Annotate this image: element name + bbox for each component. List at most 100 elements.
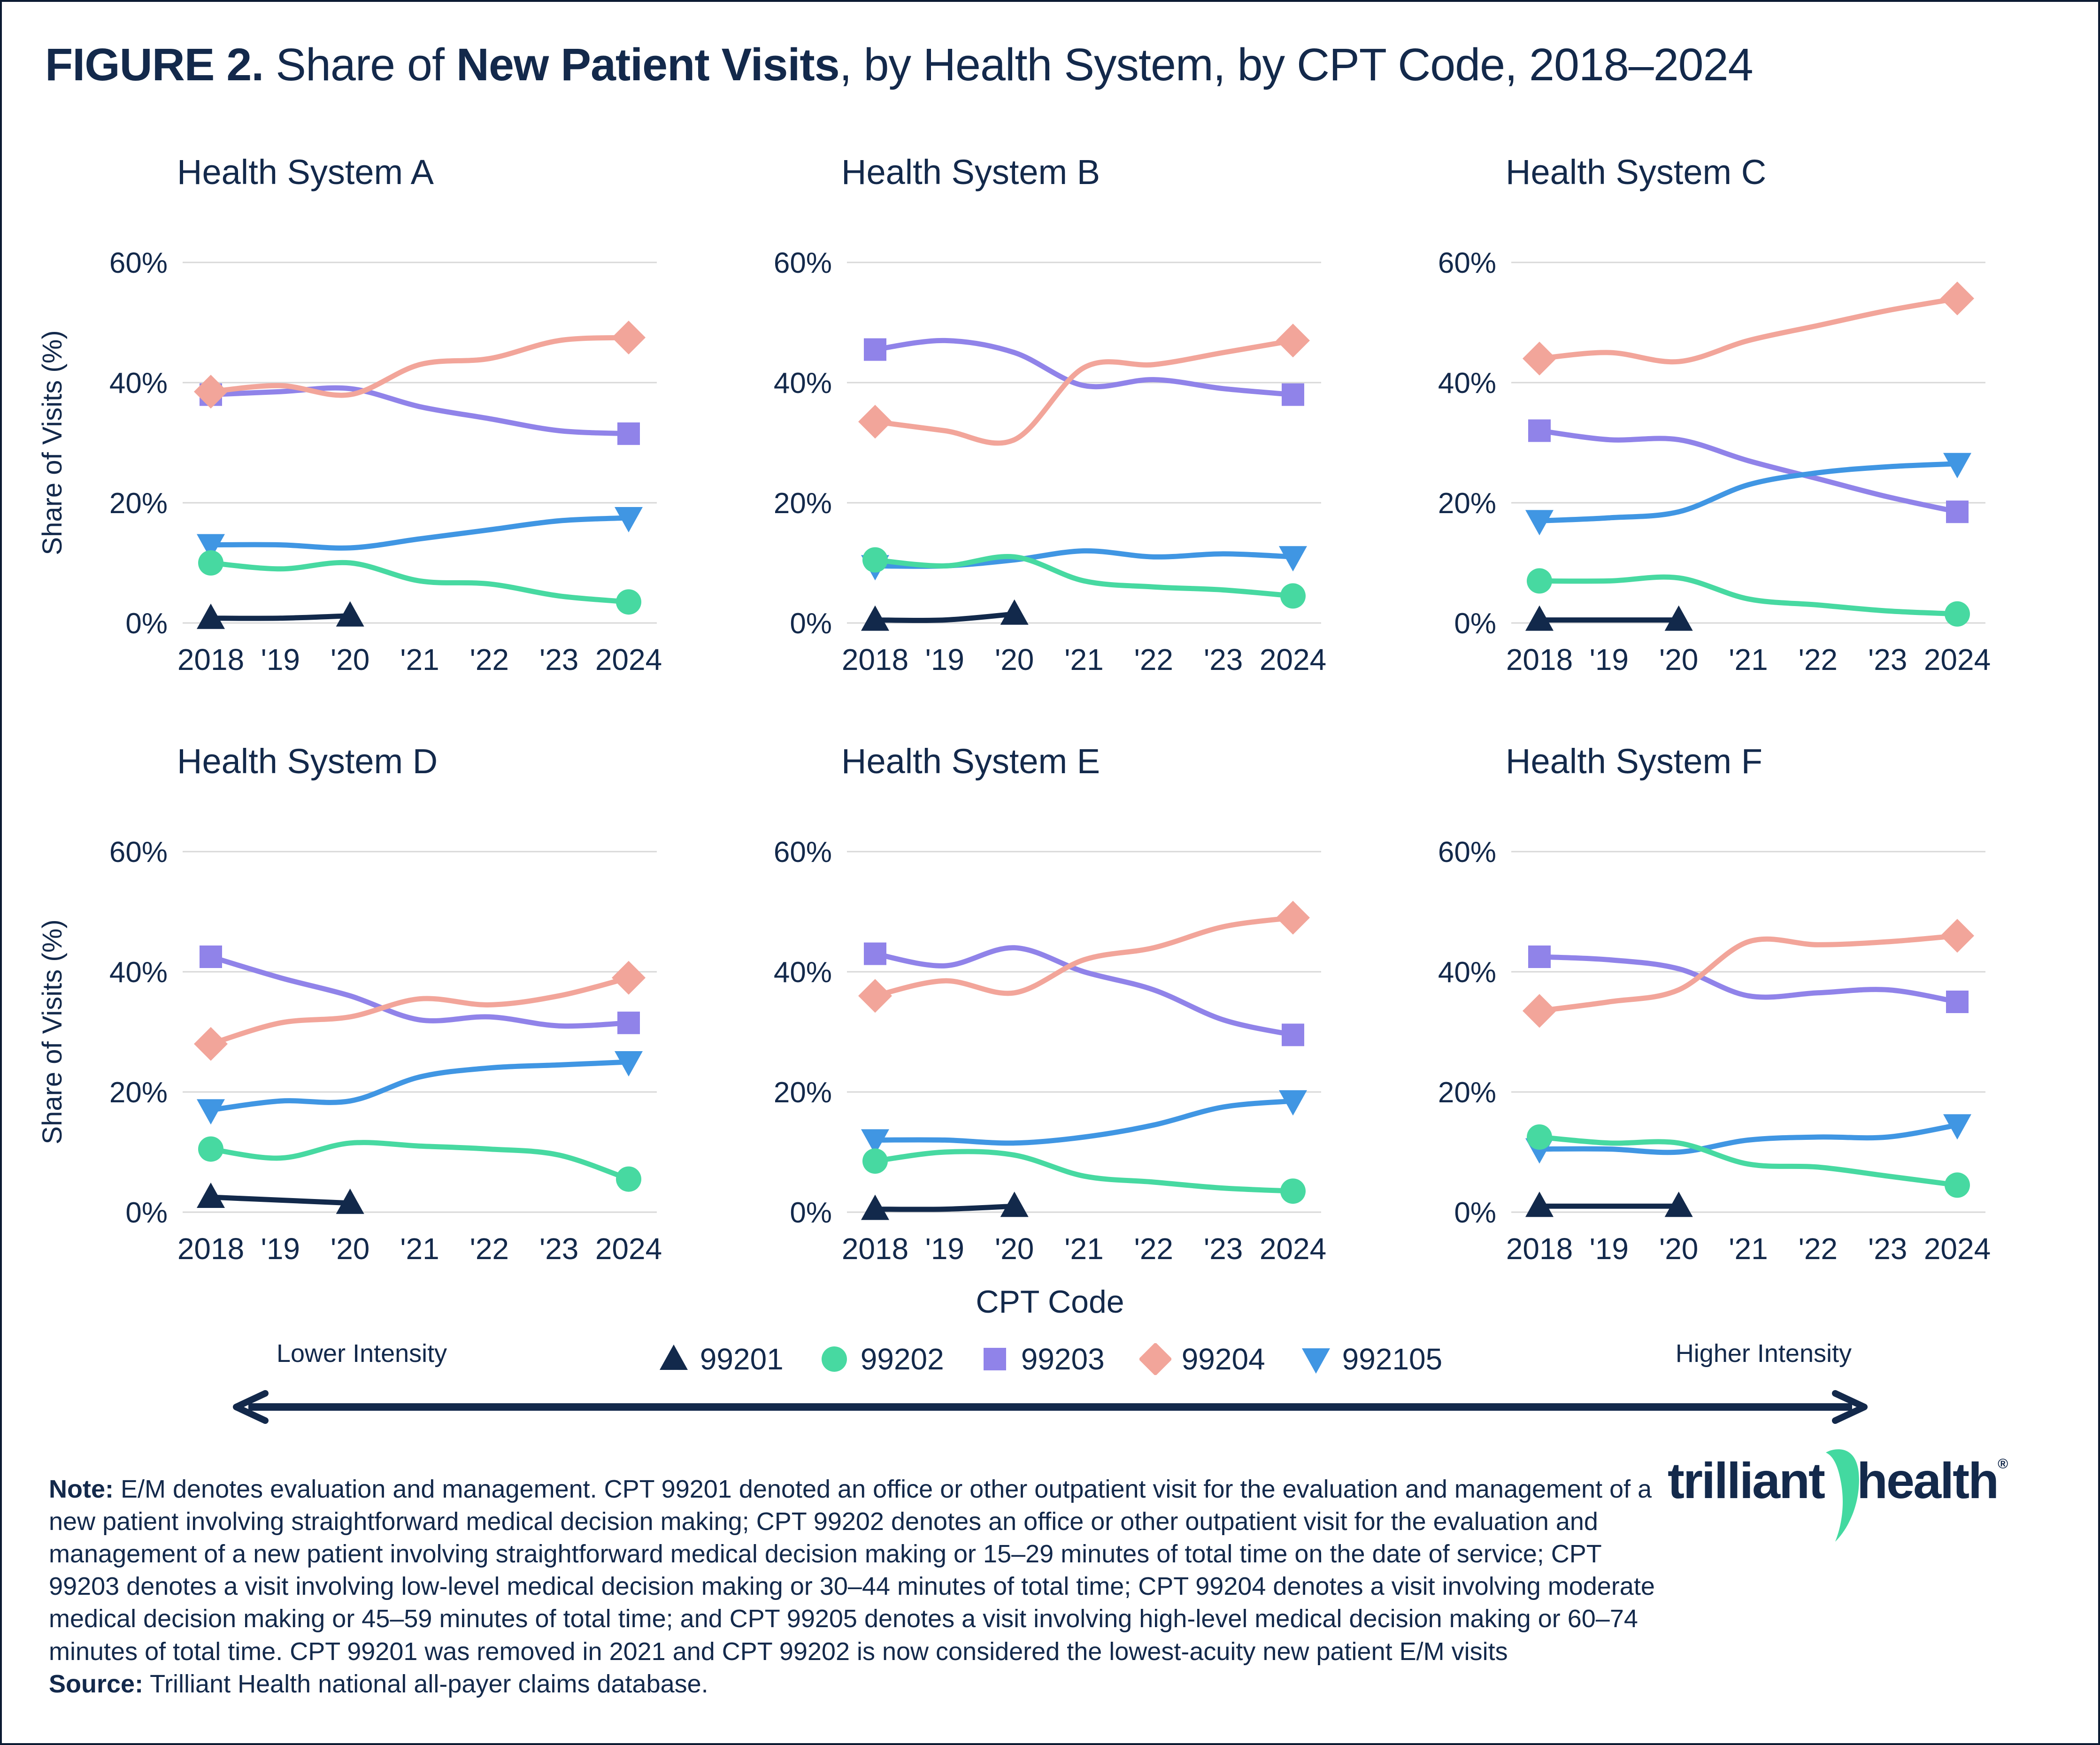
svg-text:0%: 0% [1454,607,1496,640]
logo-swoosh-icon [1826,1449,1859,1542]
svg-text:'23: '23 [1204,1232,1243,1266]
chart-title: Health System D [177,742,438,781]
svg-text:2018: 2018 [842,1232,908,1266]
svg-text:20%: 20% [774,487,832,520]
svg-text:'22: '22 [1799,1232,1838,1266]
svg-text:'22: '22 [1134,643,1173,676]
chart-health-system-c: Health System C 60% 40% 20% 0% 2018 '19 '20 '21… [1356,152,2021,690]
figure-title-part: , by Health System, by CPT Code, 2018–20… [839,39,1754,90]
svg-text:2018: 2018 [1506,643,1573,676]
svg-text:0%: 0% [790,1197,832,1229]
logo-text-trilliant: trilliant [1668,1452,1825,1509]
svg-text:'21: '21 [400,643,439,676]
svg-text:'22: '22 [1799,643,1838,676]
svg-text:'20: '20 [1659,1232,1698,1266]
svg-text:'23: '23 [539,643,578,676]
svg-text:40%: 40% [1438,956,1496,989]
charts-grid: Health System A 60% 40% 20% 0% 2018 '19 '20 '21… [28,152,2098,1279]
svg-text:2018: 2018 [1506,1232,1573,1266]
legend-marker-icon [659,1345,688,1370]
svg-text:'20: '20 [331,1232,369,1266]
line-chart: 60% 40% 20% 0% 2018 '19 '20 '21 '22 '23 2024 [1356,795,2021,1279]
legend-marker-icon [821,1346,847,1372]
svg-text:0%: 0% [125,1197,168,1229]
source-text: Trilliant Health national all-payer clai… [143,1669,708,1698]
svg-text:60%: 60% [109,836,168,869]
svg-text:2024: 2024 [1924,1232,1991,1266]
svg-text:40%: 40% [109,367,168,400]
legend-marker-icon [983,1348,1006,1370]
svg-text:'21: '21 [1729,643,1768,676]
legend-item-99202: 99202 [818,1342,944,1376]
chart-health-system-b: Health System B 60% 40% 20% 0% 2018 '19 '20 '21… [692,152,1356,690]
svg-text:'19: '19 [925,643,964,676]
svg-text:'19: '19 [1590,1232,1629,1266]
registered-mark: ® [1998,1456,2008,1472]
svg-text:'22: '22 [1134,1232,1173,1266]
figure-title-part: Share of [263,39,456,90]
chart-health-system-f: Health System F 60% 40% 20% 0% 2018 '19 '20 '21… [1356,741,2021,1279]
svg-text:20%: 20% [1438,487,1496,520]
svg-text:'19: '19 [925,1232,964,1266]
svg-text:'20: '20 [331,643,369,676]
svg-text:Share of Visits (%): Share of Visits (%) [37,919,68,1144]
legend-marker-icon [1301,1348,1330,1374]
svg-text:2024: 2024 [1924,643,1991,676]
svg-text:'23: '23 [539,1232,578,1266]
svg-text:'21: '21 [1729,1232,1768,1266]
svg-text:'20: '20 [995,1232,1034,1266]
svg-text:'19: '19 [261,1232,300,1266]
svg-text:Share of Visits (%): Share of Visits (%) [37,330,68,555]
svg-text:'19: '19 [261,643,300,676]
svg-text:0%: 0% [125,607,168,640]
svg-text:20%: 20% [1438,1076,1496,1109]
svg-text:40%: 40% [109,956,168,989]
line-chart: 60% 40% 20% 0% 2018 '19 '20 '21 '22 '23 2024 [692,795,1356,1279]
svg-text:60%: 60% [774,247,832,279]
svg-text:60%: 60% [109,247,168,279]
intensity-arrow [229,1390,1872,1424]
svg-text:'19: '19 [1590,643,1629,676]
svg-text:'22: '22 [470,1232,509,1266]
svg-text:2018: 2018 [177,643,244,676]
line-chart: 60% 40% 20% 0% 2018 '19 '20 '21 '22 '23 2024 Share … [28,206,692,690]
chart-title: Health System C [1506,153,1767,192]
double-arrow-icon [232,1390,1868,1424]
legend-item-99203: 99203 [979,1342,1105,1376]
svg-text:2024: 2024 [1260,643,1326,676]
svg-text:'21: '21 [1064,643,1103,676]
legend-item-99204: 99204 [1139,1342,1265,1376]
chart-title: Health System B [841,153,1100,192]
figure-title-part: FIGURE 2. [45,39,264,90]
logo-text-health: health [1857,1452,1999,1509]
svg-text:40%: 40% [774,956,832,989]
legend-item-99201: 99201 [658,1342,784,1376]
chart-title: Health System F [1506,742,1762,781]
svg-text:2024: 2024 [1260,1232,1326,1266]
chart-title: Health System A [177,153,434,192]
svg-text:60%: 60% [774,836,832,869]
higher-intensity-label: Higher Intensity [1675,1339,1852,1368]
svg-text:2018: 2018 [177,1232,244,1266]
svg-text:'21: '21 [400,1232,439,1266]
svg-text:2018: 2018 [842,643,908,676]
chart-health-system-d: Health System D 60% 40% 20% 0% 2018 '19 '20 '21… [28,741,692,1279]
legend-item-992105: 992105 [1300,1342,1442,1376]
legend-items: 99201 99202 99203 99204 992105 [2,1342,2098,1376]
legend: CPT Code 99201 99202 99203 99204 992105 Lowe… [2,1284,2098,1424]
line-chart: 60% 40% 20% 0% 2018 '19 '20 '21 '22 '23 2024 [1356,206,2021,690]
note: Note: E/M denotes evaluation and managem… [49,1473,1659,1700]
svg-text:'22: '22 [470,643,509,676]
note-text: E/M denotes evaluation and management. C… [49,1475,1655,1666]
legend-marker-icon [1139,1343,1171,1375]
svg-text:40%: 40% [1438,367,1496,400]
lower-intensity-label: Lower Intensity [277,1339,447,1368]
trilliant-health-logo: trilliant health ® [1668,1449,2008,1543]
chart-health-system-e: Health System E 60% 40% 20% 0% 2018 '19 '20 '21… [692,741,1356,1279]
line-chart: 60% 40% 20% 0% 2018 '19 '20 '21 '22 '23 2024 [692,206,1356,690]
svg-text:'23: '23 [1204,643,1243,676]
svg-text:20%: 20% [109,487,168,520]
svg-text:0%: 0% [1454,1197,1496,1229]
legend-item-label: 99201 [700,1342,784,1376]
